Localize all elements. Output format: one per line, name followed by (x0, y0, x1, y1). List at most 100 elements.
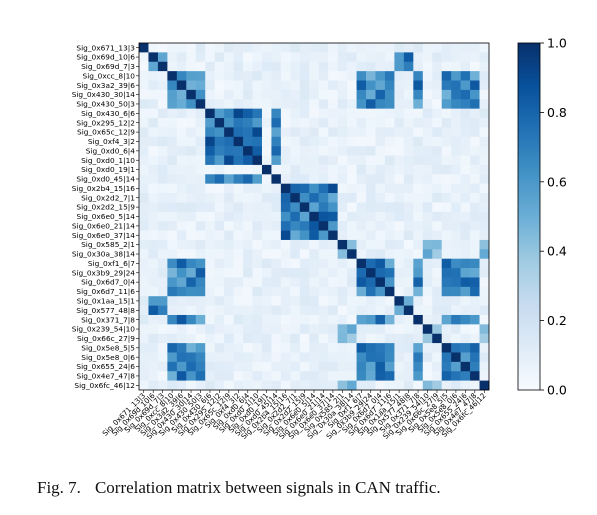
heatmap-cell (281, 90, 291, 100)
heatmap-cell (243, 296, 253, 306)
heatmap-cell (328, 334, 338, 344)
heatmap-cell (196, 71, 206, 81)
heatmap-cell (215, 231, 225, 241)
heatmap-cell (413, 231, 423, 241)
heatmap-cell (167, 315, 177, 325)
heatmap-cell (442, 259, 452, 269)
heatmap-cell (158, 71, 168, 81)
heatmap-cell (319, 268, 329, 278)
heatmap-cell (366, 287, 376, 297)
heatmap-cell (328, 156, 338, 166)
heatmap-cell (451, 240, 461, 250)
heatmap-cell (309, 296, 319, 306)
heatmap-cell (139, 127, 149, 137)
heatmap-cell (442, 381, 452, 391)
heatmap-cell (338, 52, 348, 62)
heatmap-cell (205, 71, 215, 81)
heatmap-cell (375, 174, 385, 184)
heatmap-cell (205, 165, 215, 175)
heatmap-cell (139, 268, 149, 278)
heatmap-cell (338, 137, 348, 147)
heatmap-cell (451, 52, 461, 62)
heatmap-cell (205, 118, 215, 128)
heatmap-cell (186, 381, 196, 391)
heatmap-cell (347, 71, 357, 81)
heatmap-cell (375, 137, 385, 147)
heatmap-cell (167, 52, 177, 62)
heatmap-cell (432, 343, 442, 353)
heatmap-cell (309, 90, 319, 100)
heatmap-cell (442, 231, 452, 241)
heatmap-cell (271, 371, 281, 381)
heatmap-cell (394, 277, 404, 287)
heatmap-cell (461, 296, 471, 306)
heatmap-cell (139, 90, 149, 100)
heatmap-cell (253, 259, 263, 269)
heatmap-cell (470, 184, 480, 194)
heatmap-cell (205, 127, 215, 137)
heatmap-cell (148, 240, 158, 250)
heatmap-cell (470, 315, 480, 325)
heatmap-cell (234, 277, 244, 287)
heatmap-cell (262, 240, 272, 250)
heatmap-cell (357, 174, 367, 184)
heatmap-cell (442, 109, 452, 119)
heatmap-cell (319, 259, 329, 269)
heatmap-cell (300, 81, 310, 91)
heatmap-cell (480, 240, 490, 250)
heatmap-cell (290, 174, 300, 184)
heatmap-cell (451, 137, 461, 147)
heatmap-cell (375, 249, 385, 259)
heatmap-cell (461, 184, 471, 194)
heatmap-cell (442, 324, 452, 334)
heatmap-cell (253, 43, 263, 53)
heatmap-cell (148, 193, 158, 203)
heatmap-cell (300, 212, 310, 222)
heatmap-cell (139, 184, 149, 194)
heatmap-cell (461, 118, 471, 128)
heatmap-cell (394, 240, 404, 250)
heatmap-cell (167, 62, 177, 72)
heatmap-cell (215, 296, 225, 306)
heatmap-cell (300, 193, 310, 203)
heatmap-cell (375, 334, 385, 344)
heatmap-cell (215, 184, 225, 194)
heatmap-cell (480, 306, 490, 316)
heatmap-cell (319, 212, 329, 222)
heatmap-cell (139, 221, 149, 231)
heatmap-cell (139, 371, 149, 381)
heatmap-cell (300, 43, 310, 53)
heatmap-cell (480, 62, 490, 72)
heatmap-cell (234, 259, 244, 269)
heatmap-cell (262, 381, 272, 391)
heatmap-cell (461, 277, 471, 287)
heatmap-cell (167, 231, 177, 241)
heatmap-cell (300, 62, 310, 72)
heatmap-cell (413, 381, 423, 391)
heatmap-cell (253, 202, 263, 212)
heatmap-cell (451, 165, 461, 175)
heatmap-cell (375, 109, 385, 119)
heatmap-cell (253, 174, 263, 184)
heatmap-cell (196, 118, 206, 128)
heatmap-cell (338, 268, 348, 278)
heatmap-cell (224, 90, 234, 100)
heatmap-cell (451, 334, 461, 344)
heatmap-cell (442, 221, 452, 231)
heatmap-cell (366, 71, 376, 81)
heatmap-cell (243, 352, 253, 362)
heatmap-cell (347, 296, 357, 306)
heatmap-cell (158, 381, 168, 391)
heatmap-cell (224, 315, 234, 325)
heatmap-cell (404, 71, 414, 81)
heatmap-cell (167, 221, 177, 231)
heatmap-cell (205, 371, 215, 381)
heatmap-cell (442, 71, 452, 81)
heatmap-cell (186, 52, 196, 62)
heatmap-cell (158, 202, 168, 212)
heatmap-cell (404, 146, 414, 156)
heatmap-cell (243, 259, 253, 269)
heatmap-cell (385, 240, 395, 250)
heatmap-cell (451, 193, 461, 203)
heatmap-cell (347, 165, 357, 175)
